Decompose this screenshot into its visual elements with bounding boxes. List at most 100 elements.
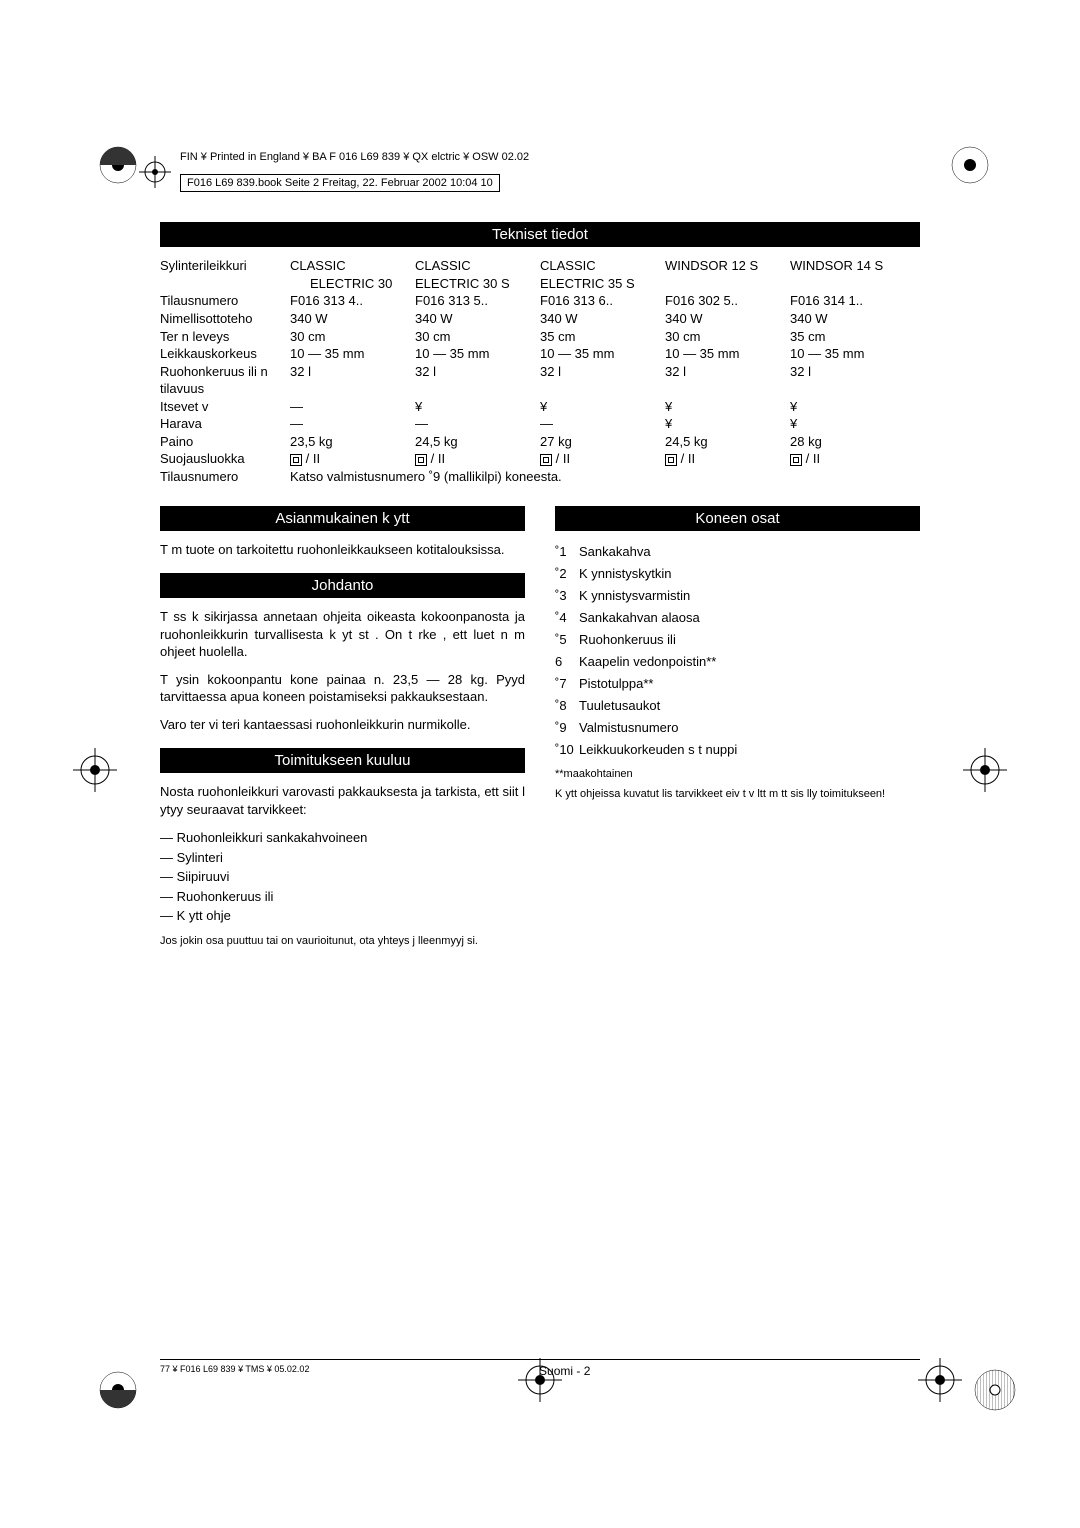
parts-item: ˚2K ynnistyskytkin: [555, 563, 920, 585]
spec-header-label: Sylinterileikkuri: [160, 257, 290, 275]
protection-c3: / II: [540, 450, 665, 468]
spec-cell: —: [290, 398, 415, 416]
spec-cell: 32 l: [665, 363, 790, 398]
parts-note2: K ytt ohjeissa kuvatut lis tarvikkeet ei…: [555, 787, 920, 802]
spec-cell: 10 — 35 mm: [290, 345, 415, 363]
header-box: F016 L69 839.book Seite 2 Freitag, 22. F…: [180, 174, 500, 192]
spec-label: Itsevet v: [160, 398, 290, 416]
spec-label: Harava: [160, 415, 290, 433]
parts-text: Valmistusnumero: [579, 720, 678, 735]
spec-cell: 32 l: [540, 363, 665, 398]
spec-row: Itsevet v—¥¥¥¥: [160, 398, 920, 416]
parts-text: Sankakahva: [579, 544, 651, 559]
spec-cell: 30 cm: [665, 328, 790, 346]
spec-label: Nimellisottoteho: [160, 310, 290, 328]
spec-cell: —: [415, 415, 540, 433]
parts-text: Pistotulppa**: [579, 676, 653, 691]
intro-p3: Varo ter vi teri kantaessasi ruohonleikk…: [160, 716, 525, 734]
footer-left: 77 ¥ F016 L69 839 ¥ TMS ¥ 05.02.02: [160, 1364, 309, 1378]
spec-row: Ruohonkeruus ili n tilavuus32 l32 l32 l3…: [160, 363, 920, 398]
spec-label: Paino: [160, 433, 290, 451]
spec-cell: 35 cm: [790, 328, 915, 346]
parts-item: ˚3K ynnistysvarmistin: [555, 585, 920, 607]
parts-item: ˚10Leikkuukorkeuden s t nuppi: [555, 739, 920, 761]
spec-row: Nimellisottoteho340 W340 W340 W340 W340 …: [160, 310, 920, 328]
spec-cell: 35 cm: [540, 328, 665, 346]
spec-cell: 340 W: [415, 310, 540, 328]
section-intro: Johdanto: [160, 573, 525, 598]
parts-text: Kaapelin vedonpoistin**: [579, 654, 716, 669]
protection-c5: / II: [790, 450, 915, 468]
parts-number: ˚8: [555, 695, 579, 717]
spec-h-c4: WINDSOR 12 S: [665, 257, 790, 275]
parts-number: ˚2: [555, 563, 579, 585]
parts-number: ˚10: [555, 739, 579, 761]
protection-label: Suojausluokka: [160, 450, 290, 468]
spec-cell: 24,5 kg: [665, 433, 790, 451]
section-usage: Asianmukainen k ytt: [160, 506, 525, 531]
parts-item: ˚8Tuuletusaukot: [555, 695, 920, 717]
intro-p1: T ss k sikirjassa annetaan ohjeita oikea…: [160, 608, 525, 661]
spec-cell: 23,5 kg: [290, 433, 415, 451]
spec-cell: F016 313 4..: [290, 292, 415, 310]
spec-row: Paino23,5 kg24,5 kg27 kg24,5 kg28 kg: [160, 433, 920, 451]
right-column: Koneen osat ˚1Sankakahva˚2K ynnistyskytk…: [555, 506, 920, 950]
spec-cell: 32 l: [415, 363, 540, 398]
spec-label: Ruohonkeruus ili n tilavuus: [160, 363, 290, 398]
spec-h2-c2: ELECTRIC 30 S: [415, 275, 540, 293]
class2-icon: [415, 454, 427, 466]
usage-text: T m tuote on tarkoitettu ruohonleikkauks…: [160, 541, 525, 559]
spec-cell: 24,5 kg: [415, 433, 540, 451]
spec-cell: ¥: [665, 415, 790, 433]
parts-number: ˚7: [555, 673, 579, 695]
section-delivery: Toimitukseen kuuluu: [160, 748, 525, 773]
spec-table: Sylinterileikkuri CLASSIC CLASSIC CLASSI…: [160, 257, 920, 485]
footer-center: Suomi - 2: [539, 1364, 590, 1378]
spec-h-c2: CLASSIC: [415, 257, 540, 275]
spec-h-c3: CLASSIC: [540, 257, 665, 275]
parts-text: Ruohonkeruus ili: [579, 632, 676, 647]
spec-cell: F016 313 5..: [415, 292, 540, 310]
header-line: FIN ¥ Printed in England ¥ BA F 016 L69 …: [180, 150, 920, 165]
protection-c2: / II: [415, 450, 540, 468]
protection-c1: / II: [290, 450, 415, 468]
spec-cell: 27 kg: [540, 433, 665, 451]
spec-cell: 32 l: [790, 363, 915, 398]
left-column: Asianmukainen k ytt T m tuote on tarkoit…: [160, 506, 525, 950]
parts-text: K ynnistyskytkin: [579, 566, 671, 581]
parts-item: 6Kaapelin vedonpoistin**: [555, 651, 920, 673]
parts-number: ˚9: [555, 717, 579, 739]
parts-note1: **maakohtainen: [555, 767, 920, 782]
parts-text: Leikkuukorkeuden s t nuppi: [579, 742, 737, 757]
spec-cell: 340 W: [665, 310, 790, 328]
delivery-item: — Siipiruuvi: [160, 867, 525, 887]
section-parts: Koneen osat: [555, 506, 920, 531]
order-label: Tilausnumero: [160, 468, 290, 486]
parts-number: ˚1: [555, 541, 579, 563]
page-content: FIN ¥ Printed in England ¥ BA F 016 L69 …: [160, 150, 920, 949]
delivery-intro: Nosta ruohonleikkuri varovasti pakkaukse…: [160, 783, 525, 818]
spec-cell: F016 302 5..: [665, 292, 790, 310]
parts-item: ˚5Ruohonkeruus ili: [555, 629, 920, 651]
section-tech: Tekniset tiedot: [160, 222, 920, 247]
class2-icon: [790, 454, 802, 466]
spec-cell: 10 — 35 mm: [540, 345, 665, 363]
spec-cell: 28 kg: [790, 433, 915, 451]
spec-cell: 340 W: [540, 310, 665, 328]
spec-cell: 340 W: [790, 310, 915, 328]
spec-label: Leikkauskorkeus: [160, 345, 290, 363]
parts-text: K ynnistysvarmistin: [579, 588, 690, 603]
order-value: Katso valmistusnumero ˚9 (mallikilpi) ko…: [290, 468, 562, 486]
delivery-item: — K ytt ohje: [160, 906, 525, 926]
spec-cell: 10 — 35 mm: [415, 345, 540, 363]
intro-p2: T ysin kokoonpantu kone painaa n. 23,5 —…: [160, 671, 525, 706]
spec-cell: 10 — 35 mm: [790, 345, 915, 363]
class2-icon: [290, 454, 302, 466]
spec-h2-c1: ELECTRIC 30: [290, 275, 415, 293]
class2-icon: [540, 454, 552, 466]
class2-icon: [665, 454, 677, 466]
spec-label: Tilausnumero: [160, 292, 290, 310]
spec-cell: 30 cm: [290, 328, 415, 346]
delivery-item: — Sylinteri: [160, 848, 525, 868]
spec-cell: 30 cm: [415, 328, 540, 346]
